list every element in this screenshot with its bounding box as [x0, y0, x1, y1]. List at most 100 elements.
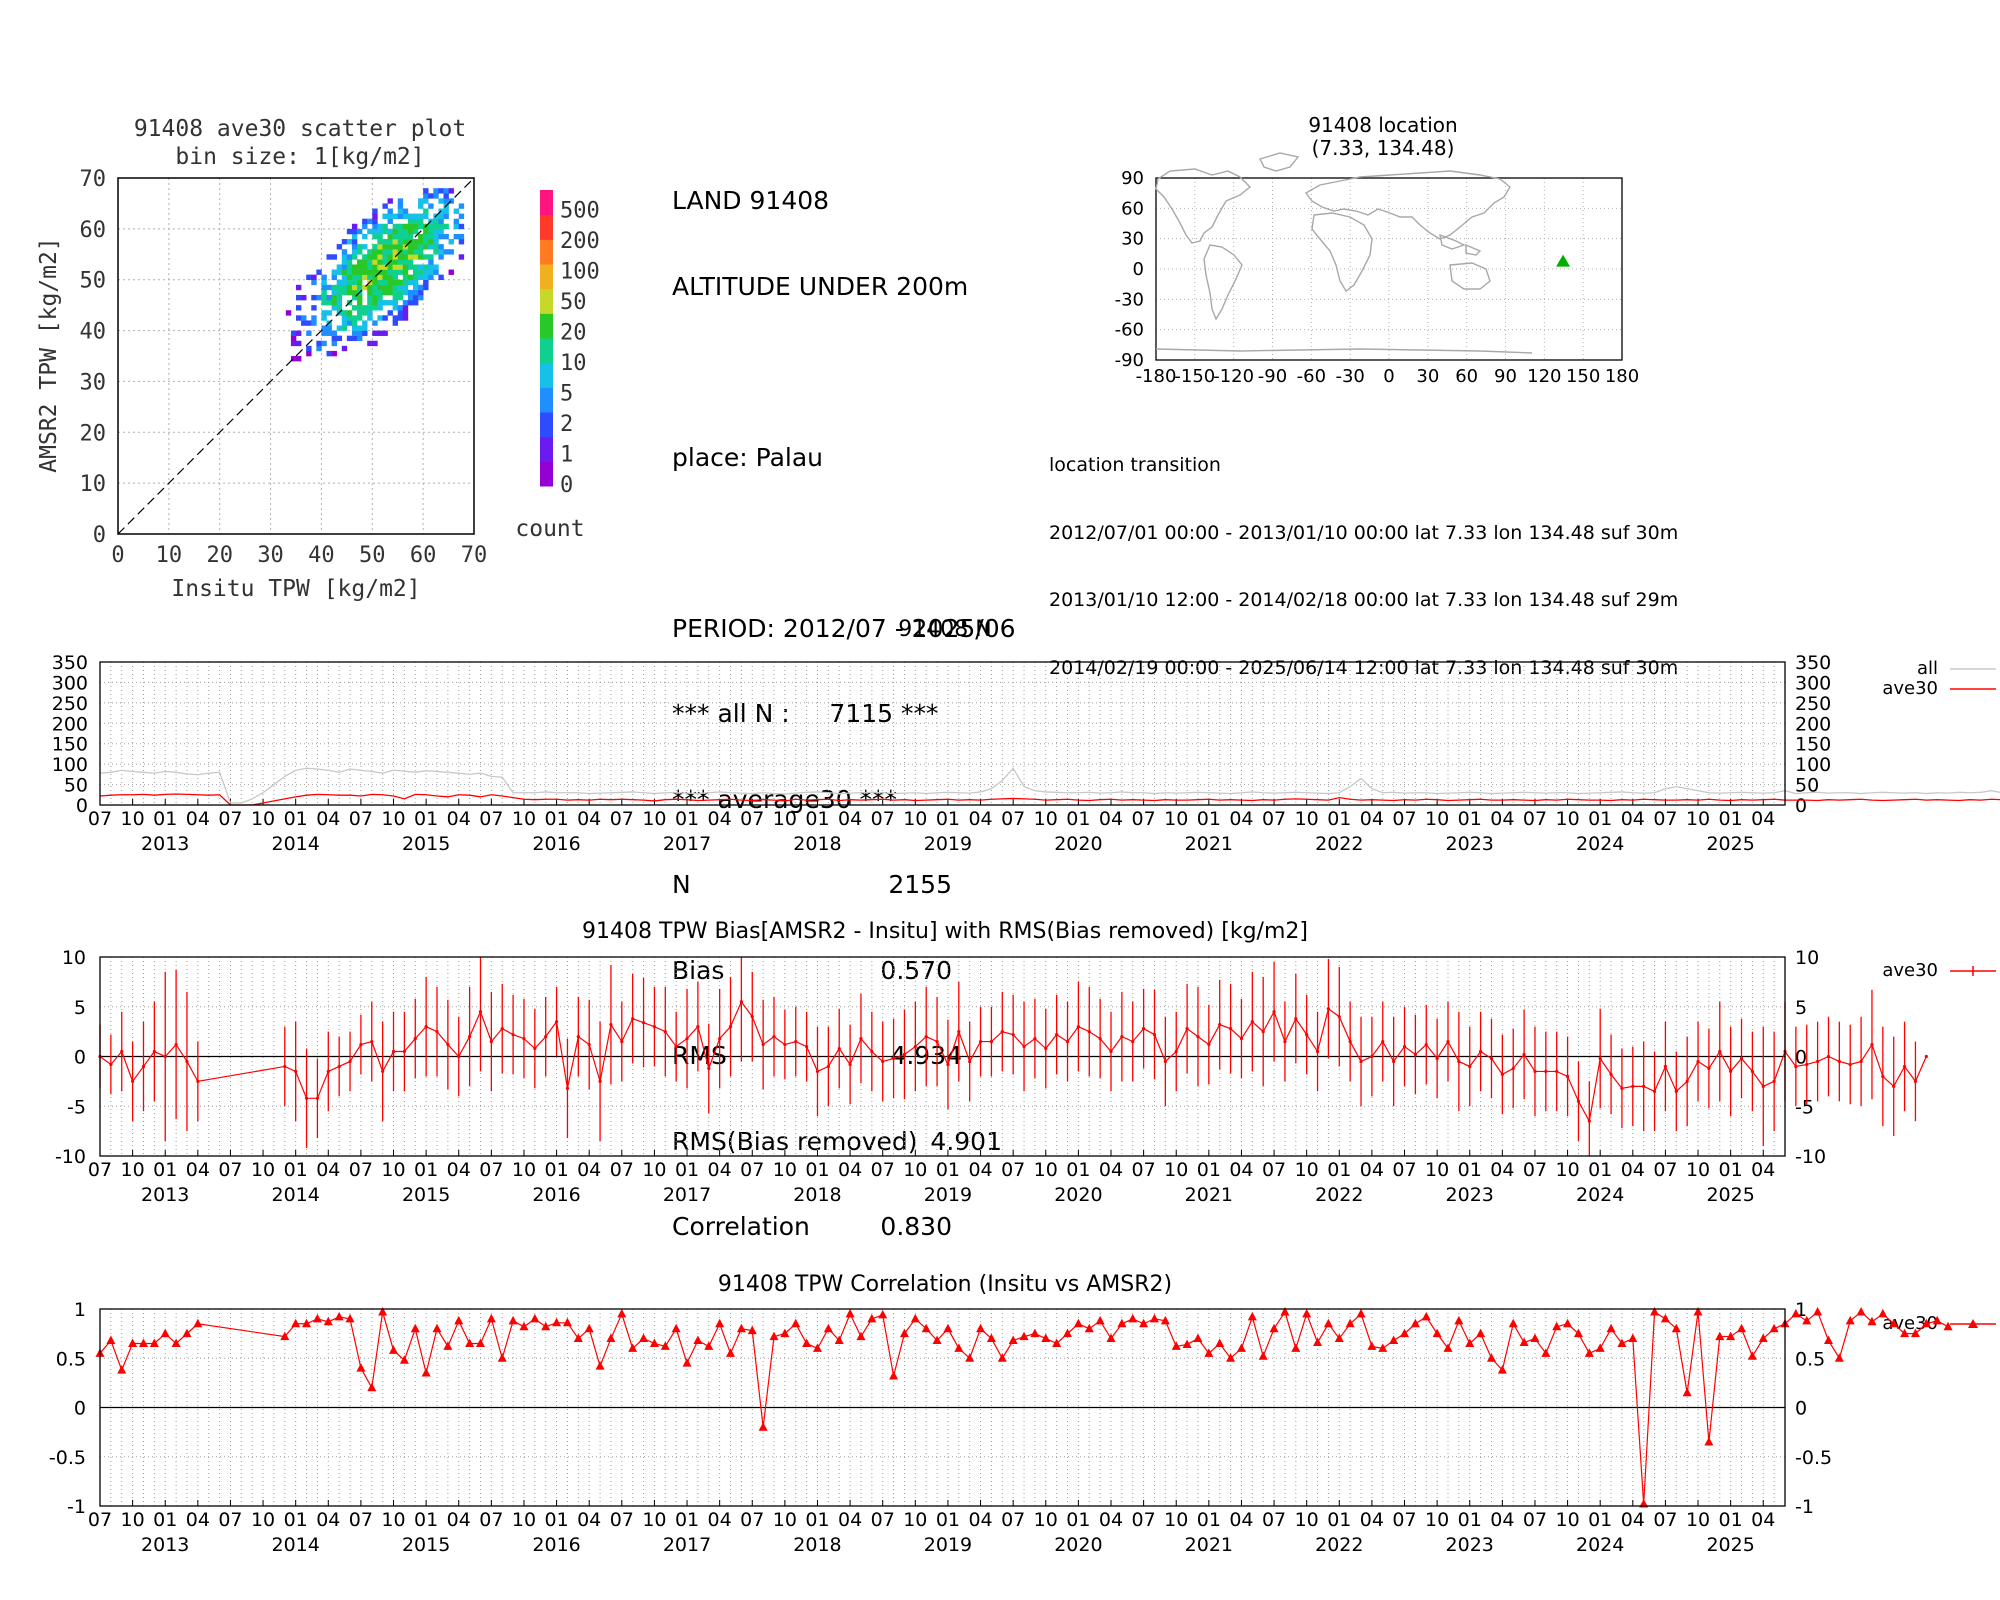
scatter-cell	[321, 300, 327, 306]
data-point	[609, 1023, 613, 1027]
scatter-cell	[306, 345, 312, 352]
data-point	[337, 1064, 341, 1069]
scatter-cell	[412, 254, 419, 260]
data-point	[1620, 1086, 1624, 1090]
data-point	[913, 1044, 917, 1049]
colorbar-segment	[540, 362, 553, 388]
data-point	[848, 1062, 852, 1067]
data-point	[772, 1035, 776, 1039]
month-tick-label: 04	[316, 1159, 340, 1181]
scatter-cell	[351, 223, 358, 230]
scatter-cell	[428, 228, 434, 235]
scatter-cell	[351, 335, 358, 342]
month-tick-label: 10	[642, 1159, 666, 1181]
scatter-cell	[377, 330, 383, 336]
month-tick-label: 01	[284, 1509, 308, 1531]
scatter-cell	[372, 259, 378, 265]
map-x-tick-label: -120	[1213, 366, 1254, 387]
scatter-cell	[423, 264, 429, 270]
data-point	[1120, 1035, 1124, 1039]
y-tick-label-left: 250	[52, 693, 88, 715]
scatter-cell	[336, 284, 343, 291]
year-label: 2021	[1185, 833, 1233, 855]
year-label: 2025	[1706, 833, 1754, 855]
data-point	[1739, 1056, 1744, 1061]
month-tick-label: 01	[153, 1159, 177, 1181]
scatter-cell	[311, 305, 317, 311]
scatter-cell	[458, 254, 465, 260]
data-point	[728, 1025, 733, 1029]
data-point	[1033, 1036, 1037, 1041]
scatter-cell	[331, 330, 337, 336]
scatter-cell	[326, 325, 332, 331]
scatter-cell	[362, 259, 368, 265]
stats-row: Bias 0.570	[672, 955, 952, 985]
y-tick-label-left: 100	[52, 754, 88, 776]
scatter-cell	[387, 274, 393, 281]
month-tick-label: 01	[1458, 1509, 1482, 1531]
scatter-cell	[438, 223, 444, 230]
scatter-cell	[438, 218, 444, 225]
data-point-triangle	[986, 1333, 996, 1343]
map-y-tick-label: -90	[1115, 350, 1144, 371]
scatter-cell	[382, 239, 388, 245]
data-point	[891, 1056, 896, 1061]
scatter-cell	[438, 274, 444, 281]
month-tick-label: 04	[577, 1509, 601, 1531]
y-tick-label-left: 300	[52, 672, 88, 694]
scatter-cell	[433, 264, 439, 270]
data-point-triangle	[693, 1335, 703, 1345]
scatter-cell	[321, 274, 327, 281]
scatter-cell	[407, 254, 414, 260]
month-tick-label: 04	[447, 1509, 471, 1531]
scatter-cell	[362, 223, 368, 230]
data-point	[370, 1039, 374, 1044]
scatter-cell	[382, 254, 388, 260]
data-point	[750, 1015, 754, 1019]
y-tick-label-right: 0	[1795, 795, 1807, 817]
scatter-cell	[311, 294, 317, 301]
year-label: 2025	[1706, 1534, 1754, 1556]
data-point-triangle	[1519, 1337, 1529, 1346]
y-tick-label-right: 100	[1795, 754, 1831, 776]
scatter-cell	[377, 228, 383, 235]
data-point-triangle	[1584, 1348, 1594, 1357]
stats-row: Correlation 0.830	[672, 1212, 952, 1241]
scatter-x-tick-label: 40	[308, 543, 335, 568]
month-tick-label: 10	[1555, 808, 1579, 830]
month-tick-label: 04	[1360, 1509, 1384, 1531]
scatter-cell	[296, 305, 302, 311]
colorbar-tick-label: 50	[560, 290, 587, 315]
year-label: 2021	[1185, 1534, 1233, 1556]
month-tick-label: 01	[1327, 1159, 1351, 1181]
month-tick-label: 07	[1001, 808, 1025, 830]
scatter-cell	[433, 249, 439, 255]
colorbar-tick-label: 1	[560, 442, 573, 467]
data-point-triangle	[1400, 1328, 1410, 1338]
month-tick-label: 01	[1066, 1509, 1090, 1531]
data-point-triangle	[823, 1323, 833, 1333]
data-point-triangle	[497, 1353, 507, 1362]
scatter-cell	[296, 294, 302, 301]
scatter-cell	[377, 254, 383, 260]
scatter-cell	[377, 289, 383, 296]
year-label: 2020	[1054, 1534, 1102, 1556]
scatter-cell	[377, 249, 383, 255]
month-tick-label: 07	[610, 1159, 634, 1181]
scatter-cell	[341, 320, 348, 326]
scatter-cell	[336, 289, 343, 296]
scatter-cell	[392, 249, 399, 255]
data-point	[1576, 1099, 1581, 1103]
scatter-cell	[387, 254, 393, 260]
data-point	[1294, 1017, 1298, 1021]
colorbar-segment	[540, 313, 553, 339]
data-point-triangle	[736, 1323, 746, 1333]
data-point-triangle	[312, 1313, 322, 1323]
scatter-cell	[311, 279, 317, 286]
y-tick-label-left: 0	[74, 1047, 86, 1069]
scatter-cell	[372, 279, 378, 286]
scatter-cell	[412, 244, 419, 250]
month-tick-label: 04	[838, 808, 862, 830]
data-point	[391, 1049, 396, 1054]
scatter-cell	[367, 340, 373, 347]
